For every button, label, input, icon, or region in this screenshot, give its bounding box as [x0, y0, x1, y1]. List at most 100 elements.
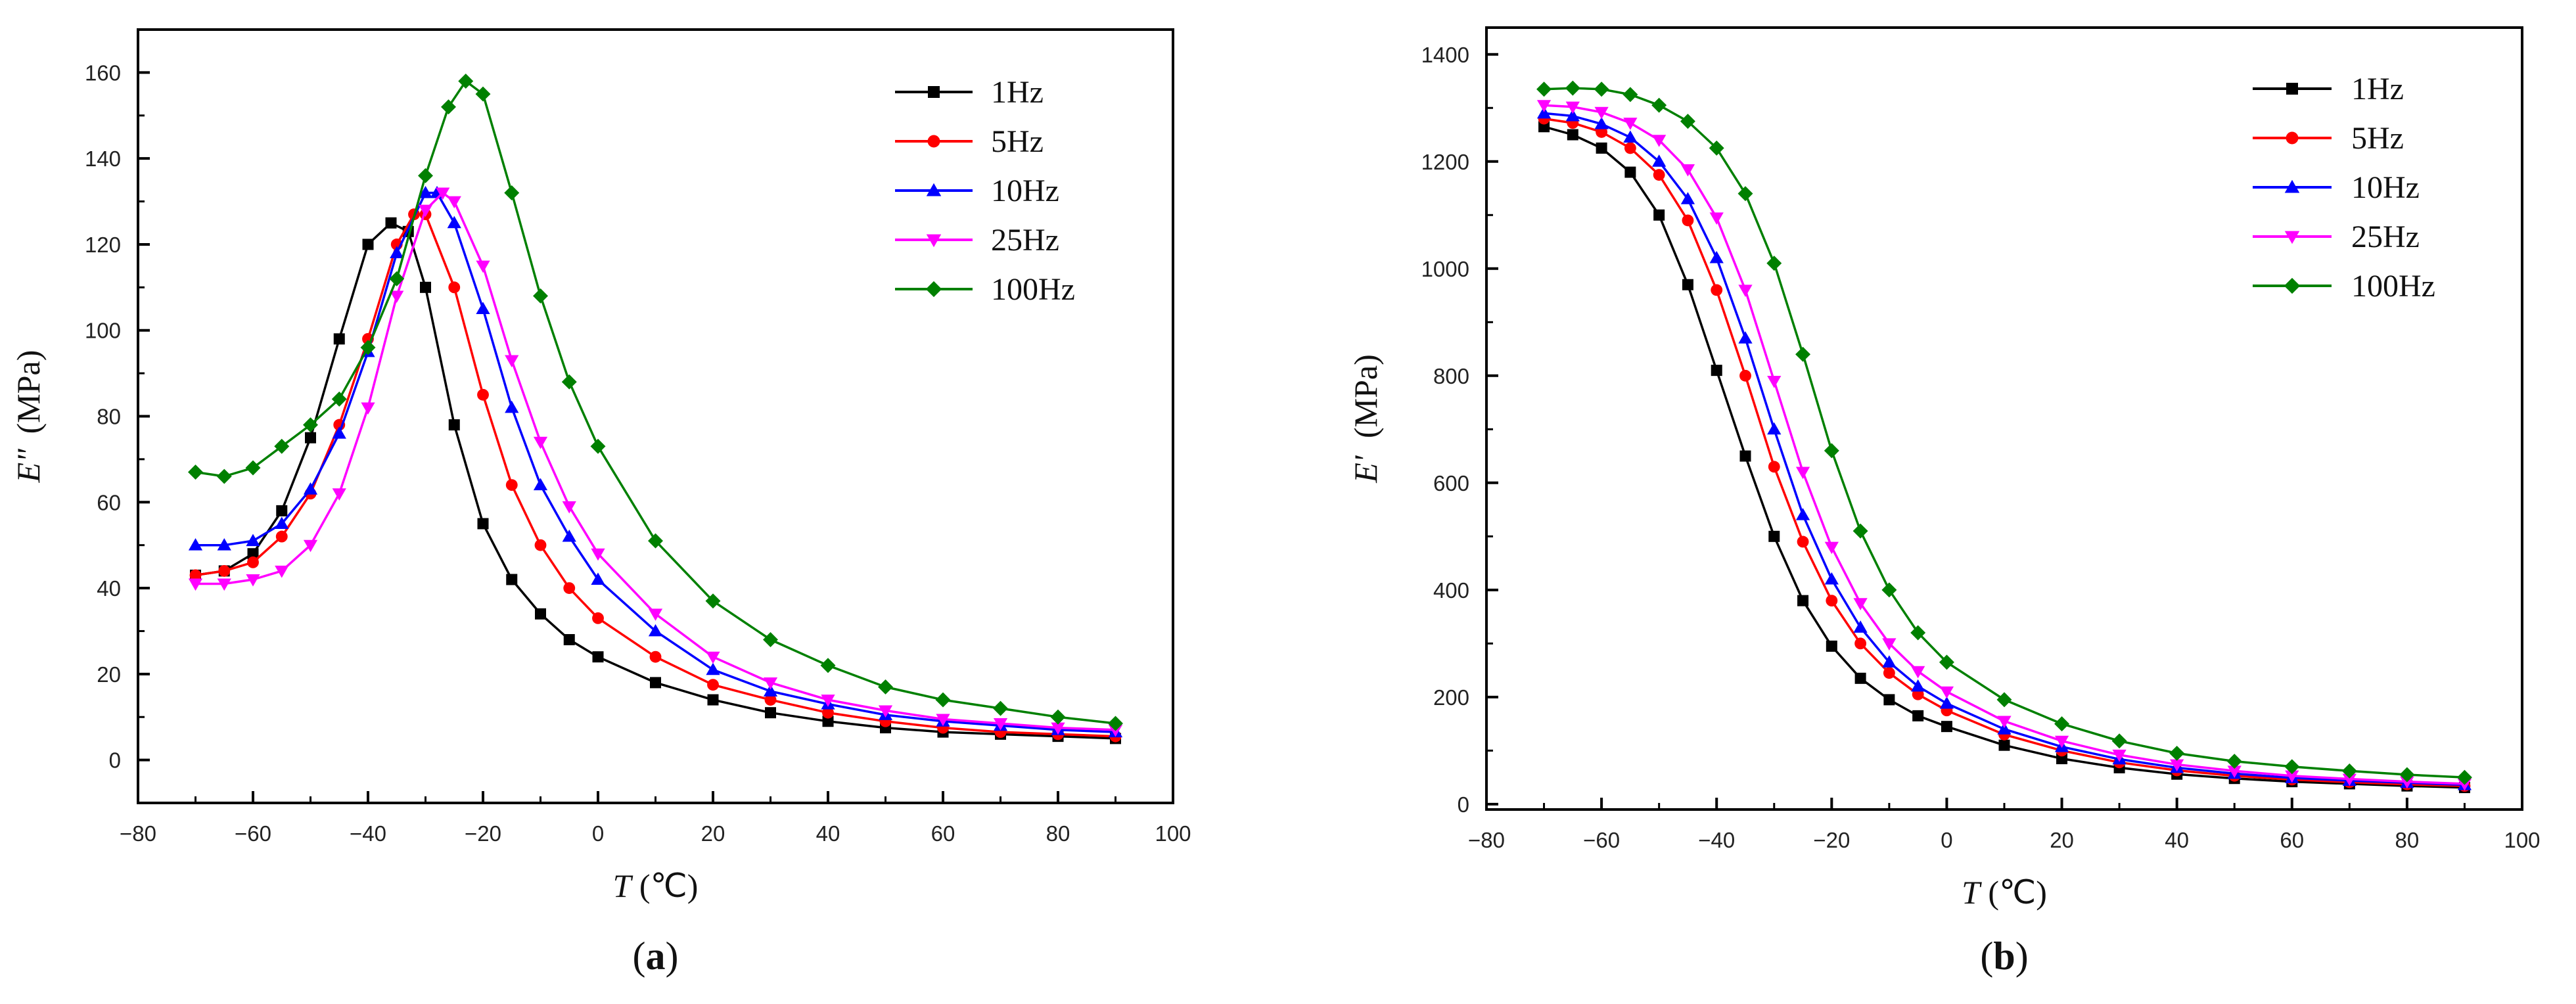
data-point-b-1Hz [1912, 710, 1924, 721]
data-point-a-5Hz [649, 650, 662, 663]
y-axis-unit-a: (MPa) [10, 350, 47, 434]
data-point-b-10Hz [1997, 722, 2012, 735]
x-tick-label-a: 20 [701, 821, 725, 846]
data-point-a-100Hz [648, 533, 663, 549]
legend-label: 100Hz [2351, 269, 2435, 304]
y-tick-label-b: 1200 [1421, 150, 1469, 174]
data-point-a-100Hz [245, 460, 261, 476]
data-point-b-100Hz [2284, 759, 2300, 775]
data-point-a-1Hz [276, 505, 288, 516]
legend-marker [926, 234, 942, 248]
data-point-a-25Hz [562, 501, 576, 514]
data-point-b-100Hz [2169, 745, 2185, 761]
data-point-b-10Hz [1882, 655, 1897, 668]
data-point-b-25Hz [1795, 467, 1810, 480]
series-b-5Hz [1538, 112, 2471, 792]
data-point-b-25Hz [1853, 598, 1868, 610]
data-point-b-1Hz [1596, 142, 1607, 154]
data-point-a-25Hz [476, 260, 490, 273]
data-point-a-5Hz [534, 539, 547, 551]
data-point-a-25Hz [303, 539, 318, 553]
data-point-a-100Hz [763, 632, 778, 647]
series-line-b-5Hz [1544, 117, 2465, 787]
data-point-a-100Hz [820, 658, 836, 673]
data-point-a-10Hz [217, 538, 231, 551]
series-b-25Hz [1536, 100, 2472, 791]
data-point-a-10Hz [533, 478, 548, 491]
data-point-a-1Hz [305, 432, 316, 444]
data-point-b-25Hz [1767, 375, 1782, 388]
data-point-a-10Hz [505, 400, 519, 413]
data-point-b-100Hz [1795, 346, 1811, 362]
data-point-a-1Hz [448, 419, 460, 431]
data-point-a-25Hz [763, 677, 778, 690]
y-tick-label-b: 400 [1433, 578, 1469, 603]
data-point-a-100Hz [504, 185, 520, 200]
data-point-b-1Hz [1941, 721, 1952, 733]
series-a-25Hz [188, 187, 1123, 737]
data-point-a-5Hz [218, 564, 231, 577]
y-tick-label-b: 0 [1458, 792, 1469, 817]
data-point-a-25Hz [436, 187, 450, 200]
data-point-a-10Hz [591, 572, 605, 585]
data-point-a-100Hz [360, 340, 376, 355]
data-point-b-100Hz [2111, 733, 2127, 749]
data-point-a-25Hz [591, 548, 605, 561]
data-point-a-1Hz [707, 694, 719, 706]
data-point-b-25Hz [1680, 164, 1695, 177]
x-tick-label-b: −80 [1468, 828, 1505, 852]
data-point-b-100Hz [1536, 81, 1552, 97]
data-point-a-10Hz [390, 246, 404, 258]
data-point-b-10Hz [1795, 508, 1810, 520]
data-point-b-25Hz [1911, 666, 1925, 679]
legend-item-b-25Hz: 25Hz [2253, 219, 2420, 254]
data-point-a-1Hz [535, 608, 546, 620]
data-point-b-25Hz [1882, 638, 1897, 650]
data-point-b-25Hz [1824, 541, 1839, 555]
data-point-b-10Hz [1939, 696, 1954, 709]
legend-label: 1Hz [2351, 72, 2404, 106]
data-point-b-25Hz [1709, 212, 1724, 225]
legend-item-a-25Hz: 25Hz [895, 223, 1059, 258]
data-point-b-5Hz [1711, 284, 1723, 296]
y-tick-label-a: 80 [97, 405, 121, 429]
data-point-b-1Hz [1567, 129, 1578, 141]
legend-marker [928, 86, 940, 98]
legend-item-b-10Hz: 10Hz [2253, 170, 2420, 205]
data-point-b-10Hz [1709, 250, 1724, 263]
data-point-b-10Hz [1824, 572, 1839, 585]
data-point-a-25Hz [332, 488, 346, 501]
data-point-a-1Hz [592, 651, 604, 663]
legend-marker [927, 135, 940, 148]
data-point-a-10Hz [447, 216, 461, 229]
data-point-a-1Hz [420, 281, 431, 293]
data-point-a-1Hz [765, 707, 776, 719]
series-line-b-10Hz [1544, 112, 2465, 787]
data-point-a-100Hz [216, 468, 232, 484]
y-tick-label-a: 0 [109, 748, 121, 773]
data-point-b-10Hz [1911, 679, 1925, 692]
data-point-a-10Hz [188, 538, 203, 551]
data-point-b-10Hz [1652, 154, 1667, 167]
data-point-a-10Hz [303, 482, 318, 495]
y-tick-label-b: 800 [1433, 364, 1469, 388]
y-tick-label-a: 100 [85, 319, 121, 343]
y-tick-label-b: 600 [1433, 471, 1469, 495]
data-point-a-25Hz [505, 355, 519, 368]
x-tick-label-a: −80 [120, 821, 156, 846]
legend-marker [2286, 83, 2298, 95]
data-point-a-100Hz [1108, 716, 1123, 731]
data-point-a-100Hz [1050, 709, 1066, 725]
data-point-b-1Hz [1711, 365, 1722, 377]
y-axis-var-b: E' [1347, 455, 1384, 484]
legend-item-a-100Hz: 100Hz [895, 272, 1075, 307]
legend-label: 10Hz [2351, 170, 2420, 205]
data-point-b-100Hz [1766, 256, 1782, 271]
data-point-a-100Hz [533, 288, 548, 304]
data-point-b-25Hz [1997, 716, 2012, 729]
y-tick-label-a: 60 [97, 490, 121, 514]
data-point-b-25Hz [1652, 135, 1667, 147]
data-point-a-25Hz [275, 565, 289, 578]
data-point-b-100Hz [1824, 443, 1839, 459]
data-point-a-5Hz [477, 388, 489, 401]
